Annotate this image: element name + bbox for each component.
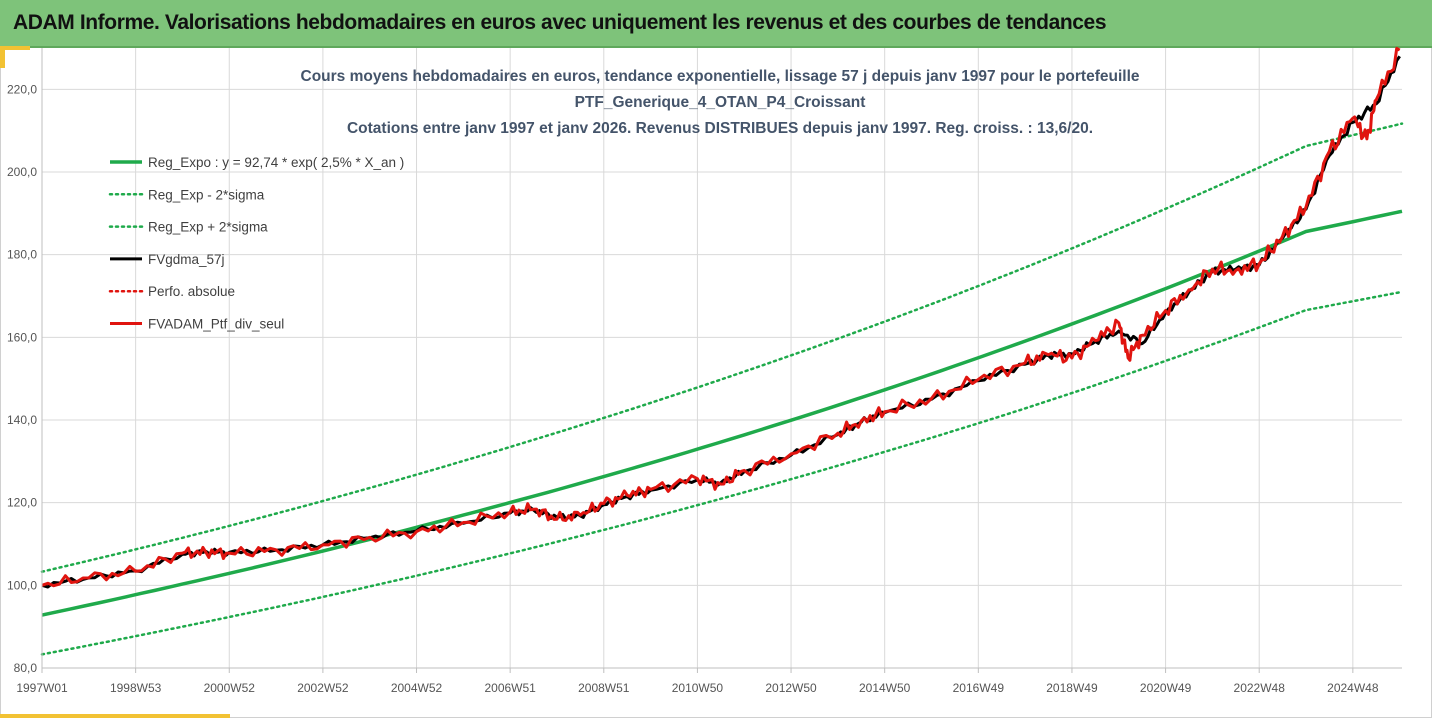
accent-bar-left	[0, 46, 5, 68]
y-tick-label: 160,0	[7, 330, 37, 344]
accent-bar-bottom	[0, 714, 230, 718]
x-tick-label: 2018W49	[1046, 681, 1098, 695]
legend-label-3: Reg_Exp + 2*sigma	[148, 220, 268, 235]
y-tick-label: 140,0	[7, 413, 37, 427]
y-tick-label: 180,0	[7, 248, 37, 262]
series-line-2	[40, 290, 1404, 656]
x-tick-label: 2004W52	[391, 681, 443, 695]
legend-label-1: Reg_Expo : y = 92,74 * exp( 2,5% * X_an …	[148, 155, 404, 170]
chart-title-line-3: Cotations entre janv 1997 et janv 2026. …	[347, 120, 1093, 137]
legend-label-4: FVgdma_57j	[148, 252, 225, 267]
chart-title-line-2: PTF_Generique_4_OTAN_P4_Croissant	[575, 94, 866, 111]
y-tick-label: 80,0	[14, 661, 38, 675]
x-tick-label: 2022W48	[1234, 681, 1286, 695]
report-title: ADAM Informe. Valorisations hebdomadaire…	[13, 11, 1107, 34]
chart-title-line-1: Cours moyens hebdomadaires en euros, ten…	[301, 68, 1140, 85]
x-tick-label: 2014W50	[859, 681, 911, 695]
legend-label-6: FVADAM_Ptf_div_seul	[148, 317, 284, 332]
y-tick-label: 200,0	[7, 165, 37, 179]
x-tick-label: 2010W50	[672, 681, 724, 695]
x-tick-label: 2016W49	[953, 681, 1005, 695]
x-tick-label: 2008W51	[578, 681, 630, 695]
y-tick-label: 120,0	[7, 496, 37, 510]
y-tick-label: 100,0	[7, 578, 37, 592]
x-tick-label: 2020W49	[1140, 681, 1192, 695]
x-tick-label: 1998W53	[110, 681, 162, 695]
x-tick-label: 2024W48	[1327, 681, 1379, 695]
y-tick-label: 220,0	[7, 82, 37, 96]
report-banner: ADAM Informe. Valorisations hebdomadaire…	[0, 0, 1432, 48]
legend-label-5: Perfo. absolue	[148, 284, 235, 299]
legend-label-2: Reg_Exp - 2*sigma	[148, 187, 265, 202]
x-tick-label: 2006W51	[484, 681, 536, 695]
x-tick-label: 2012W50	[765, 681, 817, 695]
x-tick-label: 2000W52	[204, 681, 256, 695]
x-tick-label: 2002W52	[297, 681, 349, 695]
x-tick-label: 1997W01	[16, 681, 68, 695]
series-line-3	[40, 122, 1404, 573]
accent-bar-top	[0, 46, 30, 50]
series-line-6	[41, 46, 1401, 588]
